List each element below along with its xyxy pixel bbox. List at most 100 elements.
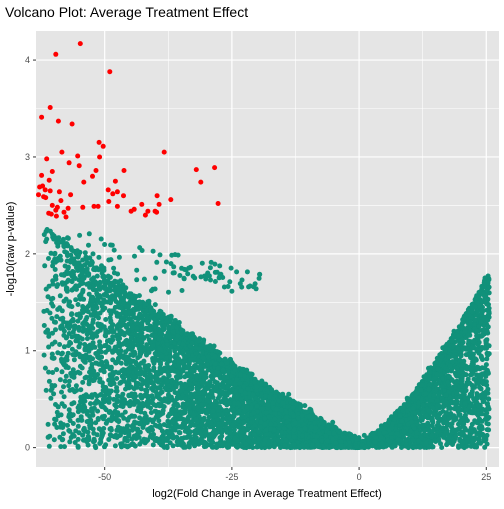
- point-not-significant: [119, 444, 124, 449]
- point-not-significant: [338, 444, 343, 449]
- point-not-significant: [78, 395, 83, 400]
- point-not-significant: [148, 372, 153, 377]
- point-not-significant: [58, 254, 63, 259]
- point-not-significant: [125, 444, 130, 449]
- point-not-significant: [185, 444, 190, 449]
- point-not-significant: [108, 315, 113, 320]
- point-not-significant: [83, 250, 88, 255]
- point-not-significant: [200, 422, 205, 427]
- point-not-significant: [118, 312, 123, 317]
- point-not-significant: [42, 232, 47, 237]
- point-not-significant: [278, 445, 283, 450]
- point-not-significant: [329, 424, 334, 429]
- point-not-significant: [125, 417, 130, 422]
- point-not-significant: [134, 362, 139, 367]
- point-not-significant: [95, 274, 100, 279]
- point-not-significant: [243, 435, 248, 440]
- point-not-significant: [103, 385, 108, 390]
- point-not-significant: [58, 293, 63, 298]
- point-not-significant: [108, 284, 113, 289]
- point-not-significant: [87, 358, 92, 363]
- point-not-significant: [86, 443, 91, 448]
- point-not-significant: [206, 368, 211, 373]
- point-not-significant: [274, 406, 279, 411]
- point-not-significant: [73, 297, 78, 302]
- point-not-significant: [179, 328, 184, 333]
- point-not-significant: [59, 390, 64, 395]
- point-not-significant: [97, 379, 102, 384]
- point-not-significant: [52, 422, 57, 427]
- point-not-significant: [153, 423, 158, 428]
- point-not-significant: [77, 328, 82, 333]
- point-not-significant: [90, 312, 95, 317]
- point-not-significant: [91, 431, 96, 436]
- point-not-significant: [50, 355, 55, 360]
- point-not-significant: [217, 404, 222, 409]
- point-not-significant: [49, 297, 54, 302]
- point-not-significant: [80, 366, 85, 371]
- point-not-significant: [53, 327, 58, 332]
- point-not-significant: [49, 316, 54, 321]
- point-not-significant: [113, 443, 118, 448]
- point-not-significant: [225, 380, 230, 385]
- point-not-significant: [46, 256, 51, 261]
- point-not-significant: [46, 435, 51, 440]
- point-not-significant: [92, 406, 97, 411]
- point-not-significant: [91, 317, 96, 322]
- point-not-significant: [61, 431, 66, 436]
- point-not-significant: [94, 400, 99, 405]
- point-not-significant: [141, 417, 146, 422]
- point-not-significant: [255, 414, 260, 419]
- point-not-significant: [221, 385, 226, 390]
- point-not-significant: [83, 375, 88, 380]
- point-not-significant: [99, 404, 104, 409]
- point-not-significant: [143, 302, 148, 307]
- point-not-significant: [140, 394, 145, 399]
- point-not-significant: [165, 423, 170, 428]
- point-not-significant: [43, 366, 48, 371]
- point-not-significant: [60, 437, 65, 442]
- point-not-significant: [160, 428, 165, 433]
- point-not-significant: [235, 395, 240, 400]
- point-not-significant: [110, 357, 115, 362]
- point-not-significant: [185, 365, 190, 370]
- point-not-significant: [188, 373, 193, 378]
- point-not-significant: [302, 426, 307, 431]
- point-not-significant: [216, 422, 221, 427]
- point-not-significant: [73, 338, 78, 343]
- point-not-significant: [158, 377, 163, 382]
- point-not-significant: [189, 332, 194, 337]
- point-not-significant: [190, 341, 195, 346]
- point-not-significant: [254, 445, 259, 450]
- point-not-significant: [187, 406, 192, 411]
- point-not-significant: [225, 375, 230, 380]
- point-not-significant: [97, 426, 102, 431]
- point-not-significant: [72, 323, 77, 328]
- point-not-significant: [126, 393, 131, 398]
- point-not-significant: [167, 430, 172, 435]
- point-not-significant: [249, 416, 254, 421]
- point-not-significant: [169, 395, 174, 400]
- point-not-significant: [63, 379, 68, 384]
- point-not-significant: [77, 344, 82, 349]
- point-not-significant: [89, 262, 94, 267]
- point-not-significant: [88, 401, 93, 406]
- point-not-significant: [165, 342, 170, 347]
- point-not-significant: [66, 428, 71, 433]
- point-not-significant: [69, 311, 74, 316]
- point-not-significant: [64, 374, 69, 379]
- point-not-significant: [62, 444, 67, 449]
- point-not-significant: [241, 384, 246, 389]
- point-not-significant: [109, 428, 114, 433]
- point-not-significant: [103, 331, 108, 336]
- point-not-significant: [120, 342, 125, 347]
- point-not-significant: [274, 390, 279, 395]
- point-not-significant: [81, 427, 86, 432]
- point-not-significant: [116, 370, 121, 375]
- point-not-significant: [89, 373, 94, 378]
- point-not-significant: [263, 382, 268, 387]
- point-not-significant: [139, 349, 144, 354]
- point-not-significant: [102, 300, 107, 305]
- point-not-significant: [127, 291, 132, 296]
- point-not-significant: [151, 442, 156, 447]
